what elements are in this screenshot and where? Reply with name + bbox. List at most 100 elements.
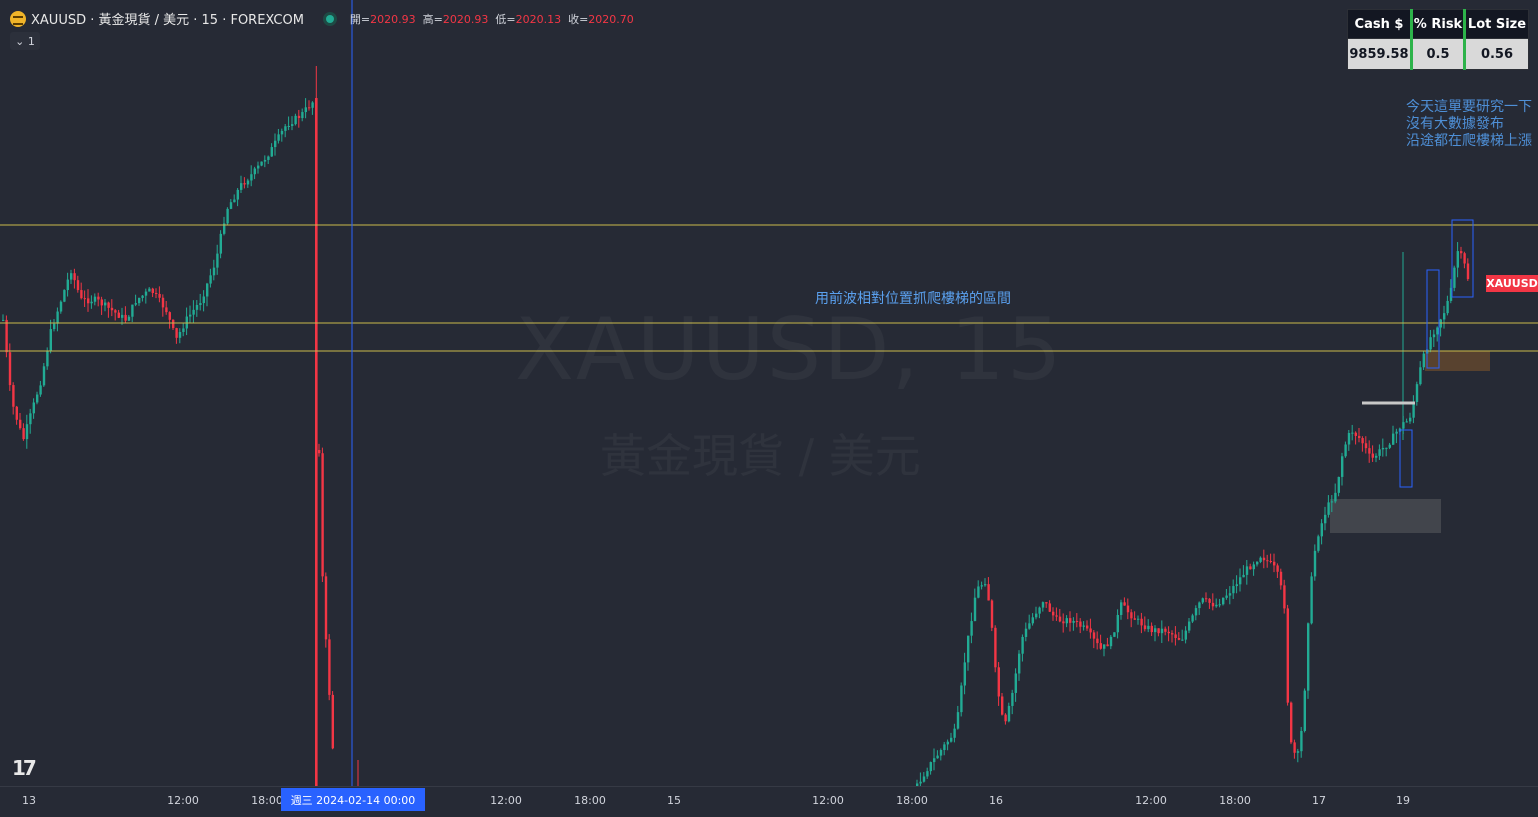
range-annotation[interactable]: 用前波相對位置抓爬樓梯的區間 [815, 291, 1011, 307]
candle [151, 288, 154, 294]
note-line: 沿途都在爬樓梯上漲 [1406, 133, 1532, 149]
candle [1419, 367, 1422, 385]
candle [1283, 585, 1286, 609]
candle [1096, 638, 1099, 644]
candle [185, 316, 188, 329]
candle [308, 107, 311, 109]
candle [59, 301, 63, 312]
candle [1130, 612, 1133, 619]
candle [5, 319, 8, 353]
candle [138, 297, 141, 304]
candle [212, 267, 216, 276]
candle [946, 741, 949, 745]
candle [1035, 613, 1038, 618]
candle [1113, 632, 1116, 637]
candle [1245, 566, 1249, 575]
candle [223, 223, 226, 234]
candle [1300, 730, 1303, 752]
candle [980, 585, 983, 587]
candle [936, 755, 939, 759]
candle [202, 296, 205, 304]
candle [165, 307, 168, 313]
candle [1126, 605, 1130, 613]
candle [12, 385, 15, 407]
candle [933, 758, 936, 763]
candle [199, 303, 202, 306]
candle [1062, 621, 1065, 624]
candle [1103, 644, 1106, 649]
candle [1446, 300, 1449, 314]
candle [168, 312, 171, 320]
candle [246, 180, 250, 185]
time-axis[interactable]: 13 12:00 18:00 12:00 18:00 15 12:00 18:0… [0, 786, 1538, 817]
candle [161, 297, 165, 308]
risk-value-cash: 9859.58 [1347, 38, 1412, 70]
candle [277, 134, 280, 141]
price-chart[interactable] [0, 0, 1538, 786]
candle [148, 288, 151, 292]
candle [1286, 608, 1289, 703]
highlight-box [1451, 219, 1474, 298]
candle [1364, 443, 1368, 449]
candle [32, 402, 35, 414]
candle [87, 298, 90, 304]
candle [994, 627, 997, 668]
candle [158, 293, 161, 298]
ohlc-low: 低=2020.13 [495, 12, 562, 26]
candle [1167, 631, 1170, 634]
time-tick: 18:00 [1219, 794, 1251, 807]
candle [1422, 353, 1425, 368]
candle [1432, 334, 1436, 338]
candle [1140, 618, 1143, 626]
symbol-title[interactable]: XAUUSD · 黃金現貨 / 美元 · 15 · FOREXCOM [31, 13, 304, 28]
candle [29, 413, 32, 425]
candle [1405, 421, 1408, 423]
candle [1191, 615, 1194, 622]
price-label: XAUUSD [1486, 275, 1538, 292]
time-tick: 18:00 [251, 794, 283, 807]
trade-note[interactable]: 今天這單要研究一下 沒有大數據發布 沿途都在爬樓梯上漲 [1406, 99, 1538, 150]
candle [1358, 435, 1361, 439]
candle [73, 273, 76, 281]
candle [984, 584, 987, 586]
candle [25, 424, 29, 440]
candle [93, 296, 97, 302]
candle [1429, 337, 1432, 350]
candle [1075, 620, 1079, 622]
candle [124, 314, 127, 321]
candle [1412, 401, 1415, 418]
candle [1453, 267, 1456, 288]
candle [1259, 557, 1262, 562]
candle [1330, 501, 1334, 503]
candle [1018, 653, 1021, 674]
risk-value-percent: 0.5 [1410, 38, 1465, 70]
candle [916, 783, 919, 786]
legend-header[interactable]: XAUUSD · 黃金現貨 / 美元 · 15 · FOREXCOM 開=202… [10, 9, 641, 28]
tradingview-logo[interactable]: 17 [12, 756, 37, 780]
candle [1014, 673, 1017, 693]
candle [114, 310, 117, 313]
candle [15, 406, 18, 420]
note-line: 沒有大數據發布 [1406, 116, 1504, 132]
candle [1456, 251, 1459, 268]
candle [1109, 636, 1113, 647]
candle [131, 304, 134, 317]
candle [956, 712, 960, 729]
market-status-icon[interactable] [325, 14, 334, 23]
candle [1460, 251, 1463, 254]
candle [929, 762, 932, 772]
candle [240, 183, 243, 190]
candle [155, 293, 158, 295]
collapse-indicators-button[interactable]: ⌄ 1 [10, 32, 40, 50]
candle [1266, 560, 1269, 562]
time-tick: 13 [22, 794, 36, 807]
candle [1011, 692, 1014, 706]
candle [1443, 313, 1446, 320]
risk-table: Cash $ % Risk Lot Size 9859.58 0.5 0.56 [1347, 9, 1529, 70]
candle [922, 776, 926, 782]
candle [49, 329, 52, 351]
time-tick: 19 [1396, 794, 1410, 807]
candle [253, 168, 256, 175]
candle [1082, 625, 1085, 627]
candle [263, 159, 267, 162]
